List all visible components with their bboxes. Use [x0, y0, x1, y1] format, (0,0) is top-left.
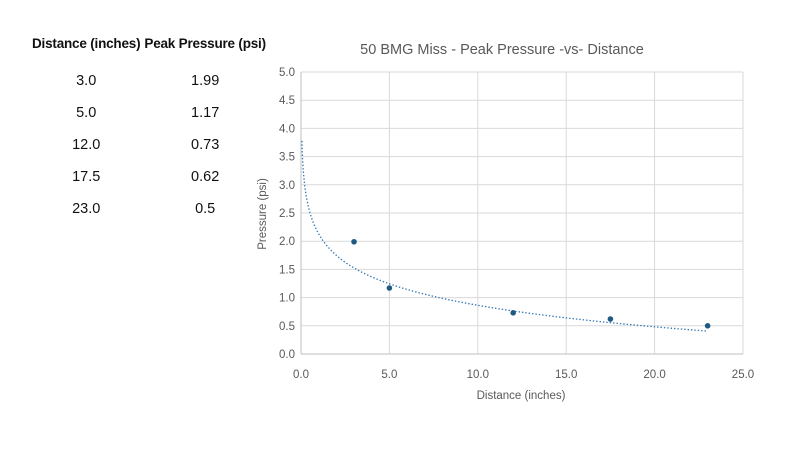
y-tick-label: 4.0	[279, 123, 295, 135]
table-row: 12.0 0.73	[30, 129, 268, 161]
x-tick-label: 15.0	[555, 369, 577, 381]
table-row: 5.0 1.17	[30, 97, 268, 129]
data-point	[607, 316, 614, 322]
trendline-layer	[301, 140, 708, 332]
table-row: 3.0 1.99	[30, 65, 268, 97]
axes	[300, 72, 743, 355]
data-table: Distance (inches) Peak Pressure (psi) 3.…	[30, 36, 268, 225]
data-point	[510, 310, 516, 316]
data-point	[704, 323, 711, 329]
table-cell-pressure: 0.73	[191, 137, 220, 153]
y-tick-label: 4.5	[279, 95, 295, 107]
table-row: 23.0 0.5	[30, 193, 268, 225]
table-cell-distance: 5.0	[76, 105, 97, 121]
table-cell-pressure: 1.17	[191, 105, 220, 121]
tick-labels: 0.0 0.5 1.0 1.5 2.0 2.5 3.0 3.5 4.0 4.5 5.0 0.0 5.0 1…	[279, 67, 754, 381]
y-tick-label: 2.0	[279, 236, 295, 248]
y-tick-label: 0.0	[279, 349, 295, 361]
table-cell-distance: 12.0	[72, 137, 101, 153]
x-tick-label: 10.0	[467, 369, 489, 381]
x-tick-label: 20.0	[643, 369, 665, 381]
table-row: 17.5 0.62	[30, 161, 268, 193]
table-cell-distance: 23.0	[72, 201, 101, 217]
data-point	[351, 238, 357, 245]
table-cell-pressure: 0.5	[195, 201, 216, 217]
x-tick-label: 25.0	[732, 369, 754, 381]
y-axis-label: Pressure (psi)	[257, 178, 269, 250]
y-tick-label: 3.0	[279, 180, 295, 192]
trendline	[301, 140, 708, 332]
y-tick-label: 1.5	[279, 264, 295, 276]
x-axis-label: Distance (inches)	[477, 390, 566, 402]
y-tick-label: 5.0	[279, 67, 295, 79]
y-tick-label: 1.0	[279, 293, 295, 305]
x-tick-label: 5.0	[381, 369, 397, 381]
y-tick-label: 2.5	[279, 208, 295, 220]
chart-title: 50 BMG Miss - Peak Pressure -vs- Distanc…	[360, 42, 644, 58]
table-cell-pressure: 0.62	[191, 169, 220, 185]
x-tick-label: 0.0	[293, 369, 309, 381]
table-cell-pressure: 1.99	[191, 73, 220, 89]
table-cell-distance: 17.5	[72, 169, 101, 185]
column-header-distance: Distance (inches)	[32, 36, 141, 51]
data-point	[386, 285, 393, 291]
table-header-row: Distance (inches) Peak Pressure (psi)	[30, 36, 268, 65]
table-cell-distance: 3.0	[76, 73, 97, 89]
gridlines	[301, 71, 744, 354]
y-tick-label: 0.5	[279, 321, 295, 333]
y-tick-label: 3.5	[279, 152, 295, 164]
data-points	[351, 238, 711, 329]
column-header-peak-pressure: Peak Pressure (psi)	[144, 36, 266, 51]
